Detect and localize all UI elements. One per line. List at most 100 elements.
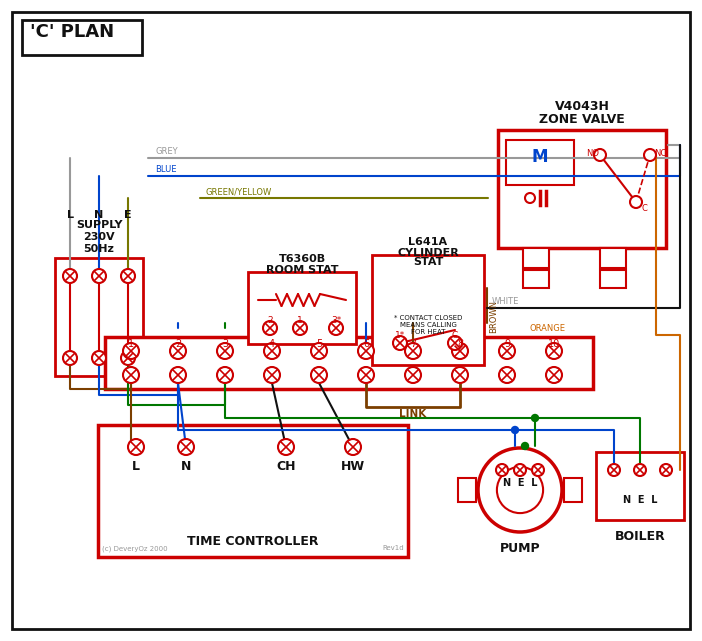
Text: 2: 2 [175,339,181,349]
Text: PUMP: PUMP [500,542,541,555]
Text: BOILER: BOILER [615,530,665,543]
Text: 3: 3 [222,339,228,349]
Text: 7: 7 [410,339,416,349]
Circle shape [546,343,562,359]
Text: M: M [531,148,548,166]
Text: NO: NO [586,149,599,158]
Text: ORANGE: ORANGE [530,324,566,333]
Text: BROWN: BROWN [489,300,498,333]
Circle shape [345,439,361,455]
Text: ZONE VALVE: ZONE VALVE [539,113,625,126]
Circle shape [499,367,515,383]
Text: HW: HW [341,460,365,473]
Circle shape [278,439,294,455]
Text: GREEN/YELLOW: GREEN/YELLOW [205,187,271,196]
Circle shape [170,367,186,383]
Text: 4: 4 [269,339,275,349]
Circle shape [63,351,77,365]
Text: WHITE: WHITE [492,297,519,306]
Circle shape [329,321,343,335]
Bar [506,140,574,185]
Text: T6360B: T6360B [279,254,326,264]
Text: Rev1d: Rev1d [383,545,404,551]
Circle shape [608,464,620,476]
Circle shape [263,321,277,335]
Circle shape [499,343,515,359]
Text: N  E  L: N E L [503,478,537,488]
Circle shape [128,439,144,455]
Circle shape [264,343,280,359]
Text: 10: 10 [548,339,560,349]
Circle shape [532,464,544,476]
Circle shape [311,343,327,359]
Circle shape [123,343,139,359]
Text: 1: 1 [297,316,303,325]
Text: C: C [452,331,458,340]
Text: TIME CONTROLLER: TIME CONTROLLER [187,535,319,548]
Circle shape [531,415,538,422]
Text: 8: 8 [457,339,463,349]
Circle shape [448,336,462,350]
Bar [523,248,549,268]
Circle shape [123,367,139,383]
Text: 6: 6 [363,339,369,349]
Text: ROOM STAT: ROOM STAT [266,265,338,275]
Text: N  E  L: N E L [623,495,657,505]
Circle shape [522,442,529,449]
Text: * CONTACT CLOSED
MEANS CALLING
FOR HEAT: * CONTACT CLOSED MEANS CALLING FOR HEAT [394,315,462,335]
Text: V4043H: V4043H [555,100,609,113]
Bar [248,272,356,344]
Text: LINK: LINK [399,409,427,419]
Bar [98,425,408,557]
Bar [55,258,143,376]
Circle shape [630,196,642,208]
Circle shape [92,269,106,283]
Bar [372,255,484,365]
Text: (c) DeveryOz 2000: (c) DeveryOz 2000 [102,545,168,551]
Text: 5: 5 [316,339,322,349]
Circle shape [393,336,407,350]
Text: N: N [94,210,104,220]
Circle shape [358,367,374,383]
Circle shape [358,343,374,359]
Text: STAT: STAT [413,257,443,267]
Text: GREY: GREY [155,147,178,156]
Circle shape [514,464,526,476]
Text: NC: NC [654,149,666,158]
Text: SUPPLY: SUPPLY [76,220,122,230]
Text: L: L [67,210,74,220]
Circle shape [311,367,327,383]
Text: L: L [132,460,140,473]
Text: 1: 1 [128,339,134,349]
Circle shape [496,464,508,476]
Text: CH: CH [277,460,296,473]
Bar [600,270,626,288]
Circle shape [405,343,421,359]
Bar [22,20,142,55]
Text: C: C [641,204,647,213]
Circle shape [497,467,543,513]
Text: L641A: L641A [409,237,448,247]
Bar [458,478,476,502]
Text: N: N [181,460,191,473]
Circle shape [478,448,562,532]
Text: 3*: 3* [331,316,341,325]
Text: 'C' PLAN: 'C' PLAN [30,23,114,41]
Circle shape [92,351,106,365]
Circle shape [644,149,656,161]
Circle shape [594,149,606,161]
Circle shape [546,367,562,383]
Circle shape [217,367,233,383]
Circle shape [217,343,233,359]
Text: E: E [124,210,132,220]
Circle shape [660,464,672,476]
Circle shape [121,351,135,365]
Circle shape [405,367,421,383]
Bar [523,270,549,288]
Circle shape [293,321,307,335]
Bar [498,130,666,248]
Circle shape [525,193,535,203]
Text: 9: 9 [504,339,510,349]
Circle shape [452,343,468,359]
Circle shape [512,426,519,433]
